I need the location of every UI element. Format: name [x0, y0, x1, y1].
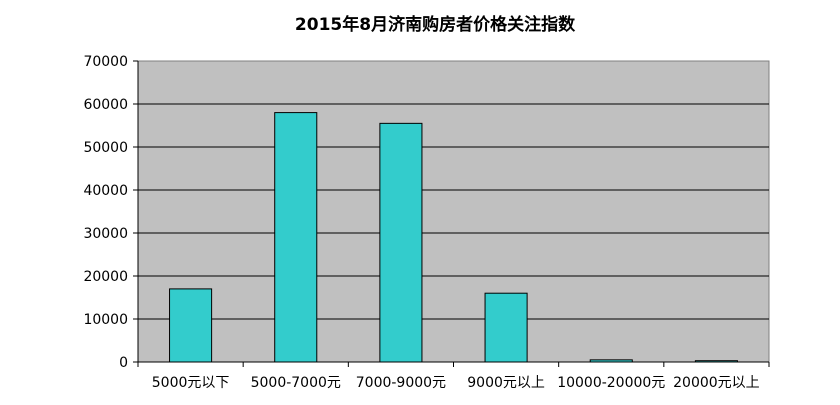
- y-tick-label: 20000: [83, 269, 128, 285]
- plot-area: [137, 60, 770, 363]
- x-tick-label: 5000-7000元: [251, 375, 341, 391]
- bars: [169, 112, 738, 363]
- y-tick-label: 40000: [83, 183, 128, 199]
- y-tick-label: 70000: [83, 54, 128, 70]
- chart-title: 2015年8月济南购房者价格关注指数: [295, 14, 576, 35]
- x-tick-label: 9000元以上: [467, 375, 545, 391]
- y-tick-label: 50000: [83, 140, 128, 156]
- bar: [484, 292, 528, 363]
- y-tick-label: 10000: [83, 312, 128, 328]
- x-tick-label: 7000-9000元: [356, 375, 446, 391]
- gridlines: [138, 103, 769, 320]
- y-tick-label: 0: [119, 355, 128, 371]
- bar: [379, 122, 423, 363]
- x-tick-label: 10000-20000元: [557, 375, 665, 391]
- x-tick-label: 5000元以下: [152, 375, 230, 391]
- y-axis: 0 10000 20000 30000 40000 50000 60000 70000: [83, 54, 139, 371]
- bar: [169, 288, 213, 363]
- bar: [274, 112, 318, 363]
- y-tick-label: 60000: [83, 97, 128, 113]
- y-tick-label: 30000: [83, 226, 128, 242]
- x-axis: 5000元以下 5000-7000元 7000-9000元 9000元以上 10000-…: [137, 361, 770, 391]
- x-tick-label: 20000元以上: [673, 375, 760, 391]
